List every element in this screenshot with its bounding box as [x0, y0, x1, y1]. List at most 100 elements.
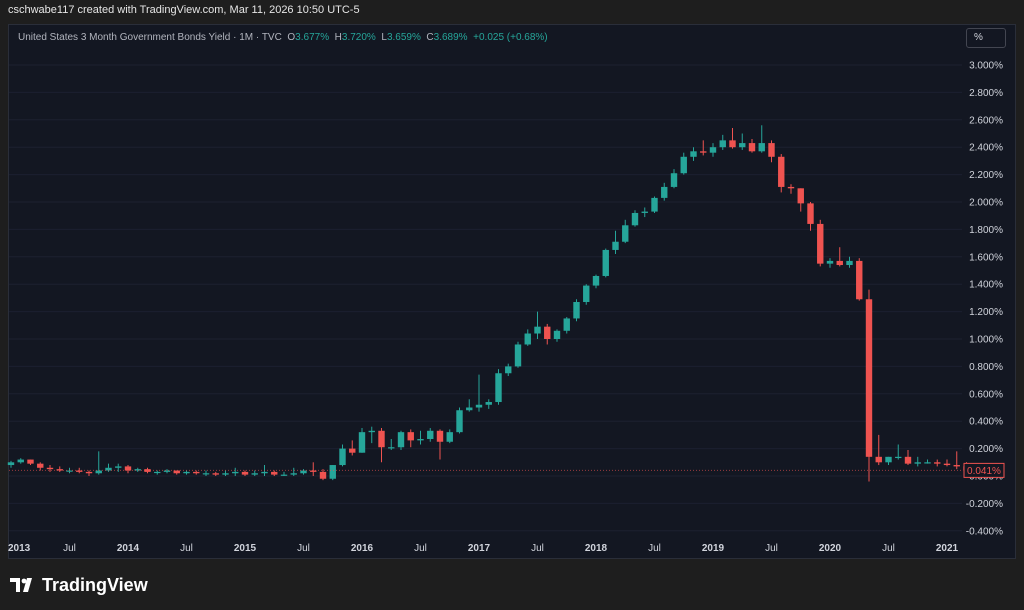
candle-body — [95, 470, 102, 474]
candle-body — [514, 344, 522, 367]
y-tick-label: -0.400% — [966, 526, 1003, 537]
close-value: 3.689% — [433, 32, 468, 43]
y-tick-label: 0.800% — [969, 362, 1003, 373]
x-tick-label: 2014 — [117, 543, 140, 554]
candle-body — [563, 318, 570, 331]
candle — [134, 467, 141, 472]
candle — [953, 451, 960, 470]
symbol-name: United States 3 Month Government Bonds Y… — [18, 32, 282, 43]
candle-body — [505, 366, 512, 374]
y-tick-label: 1.800% — [969, 225, 1003, 236]
high-label: H — [334, 32, 342, 43]
candle-body — [105, 467, 112, 471]
candle-body — [212, 473, 219, 475]
y-tick-label: -0.200% — [966, 499, 1003, 510]
candle-body — [817, 223, 824, 264]
candle — [778, 154, 785, 193]
x-tick-label: 2018 — [585, 543, 608, 554]
candle-body — [875, 456, 882, 463]
candle-body — [300, 470, 307, 474]
last-price-box — [963, 462, 1005, 478]
candle-body — [466, 407, 473, 411]
candle-body — [163, 470, 171, 472]
candle — [124, 465, 132, 474]
candle — [173, 470, 180, 475]
candle-body — [631, 212, 639, 226]
candle-body — [27, 459, 34, 464]
candle — [17, 458, 24, 464]
candle — [202, 470, 210, 476]
candles — [7, 125, 980, 482]
candle — [407, 429, 414, 448]
candle — [865, 289, 873, 482]
candle — [290, 467, 297, 476]
candle-body — [924, 462, 931, 464]
x-tick-label: 2020 — [819, 543, 842, 554]
candle-body — [592, 275, 600, 286]
candle-body — [797, 188, 804, 204]
candle — [495, 369, 502, 405]
candle — [895, 444, 902, 460]
top-bar: cschwabe117 created with TradingView.com… — [0, 0, 1024, 22]
candle-body — [66, 470, 73, 472]
x-tick-label: Jul — [648, 543, 661, 554]
candle — [37, 462, 44, 471]
candle-body — [865, 299, 873, 457]
candle — [115, 463, 122, 472]
candle — [46, 465, 54, 472]
candle — [56, 466, 63, 472]
candle-body — [826, 260, 834, 264]
candle-body — [622, 225, 629, 242]
candle-body — [495, 373, 502, 403]
candle — [154, 470, 161, 475]
candle-body — [661, 186, 668, 198]
candle-body — [709, 147, 717, 153]
candle — [466, 399, 473, 412]
candle — [651, 196, 658, 213]
percent-scale-button[interactable]: % — [966, 28, 1006, 48]
candle-body — [778, 156, 785, 187]
candle-body — [885, 456, 892, 463]
close-label: C — [426, 32, 434, 43]
candle — [612, 230, 619, 255]
candle-body — [934, 462, 941, 464]
chart-panel[interactable] — [8, 24, 1016, 559]
candle-body — [436, 430, 444, 442]
candle — [319, 469, 327, 481]
candle — [729, 128, 736, 149]
candle — [183, 470, 190, 475]
candle — [7, 460, 15, 468]
candle-body — [680, 156, 687, 174]
y-tick-label: 2.000% — [969, 198, 1003, 209]
candle-body — [46, 467, 54, 470]
candle — [85, 470, 93, 476]
candle-body — [895, 456, 902, 459]
candle-body — [397, 432, 405, 448]
candle — [368, 426, 375, 444]
candle-body — [446, 432, 453, 442]
candle — [27, 459, 34, 466]
candle-body — [7, 462, 15, 466]
candle — [602, 248, 609, 278]
candle-body — [953, 465, 960, 467]
candle-body — [768, 143, 775, 157]
candle — [475, 374, 483, 412]
y-tick-label: 0.600% — [969, 389, 1003, 400]
candle-body — [544, 326, 551, 339]
candle — [339, 444, 346, 467]
grid-lines — [9, 64, 962, 532]
candle — [904, 449, 912, 466]
candle-body — [368, 430, 375, 433]
candle — [232, 467, 239, 476]
y-tick-label: 1.000% — [969, 335, 1003, 346]
y-tick-label: 2.400% — [969, 143, 1003, 154]
open-label: O — [287, 32, 296, 43]
candle — [690, 147, 697, 161]
candle — [251, 470, 258, 476]
candle-body — [553, 330, 561, 339]
candle — [241, 470, 249, 476]
candle-body — [37, 463, 44, 468]
candle — [758, 125, 765, 153]
x-tick-label: Jul — [414, 543, 427, 554]
